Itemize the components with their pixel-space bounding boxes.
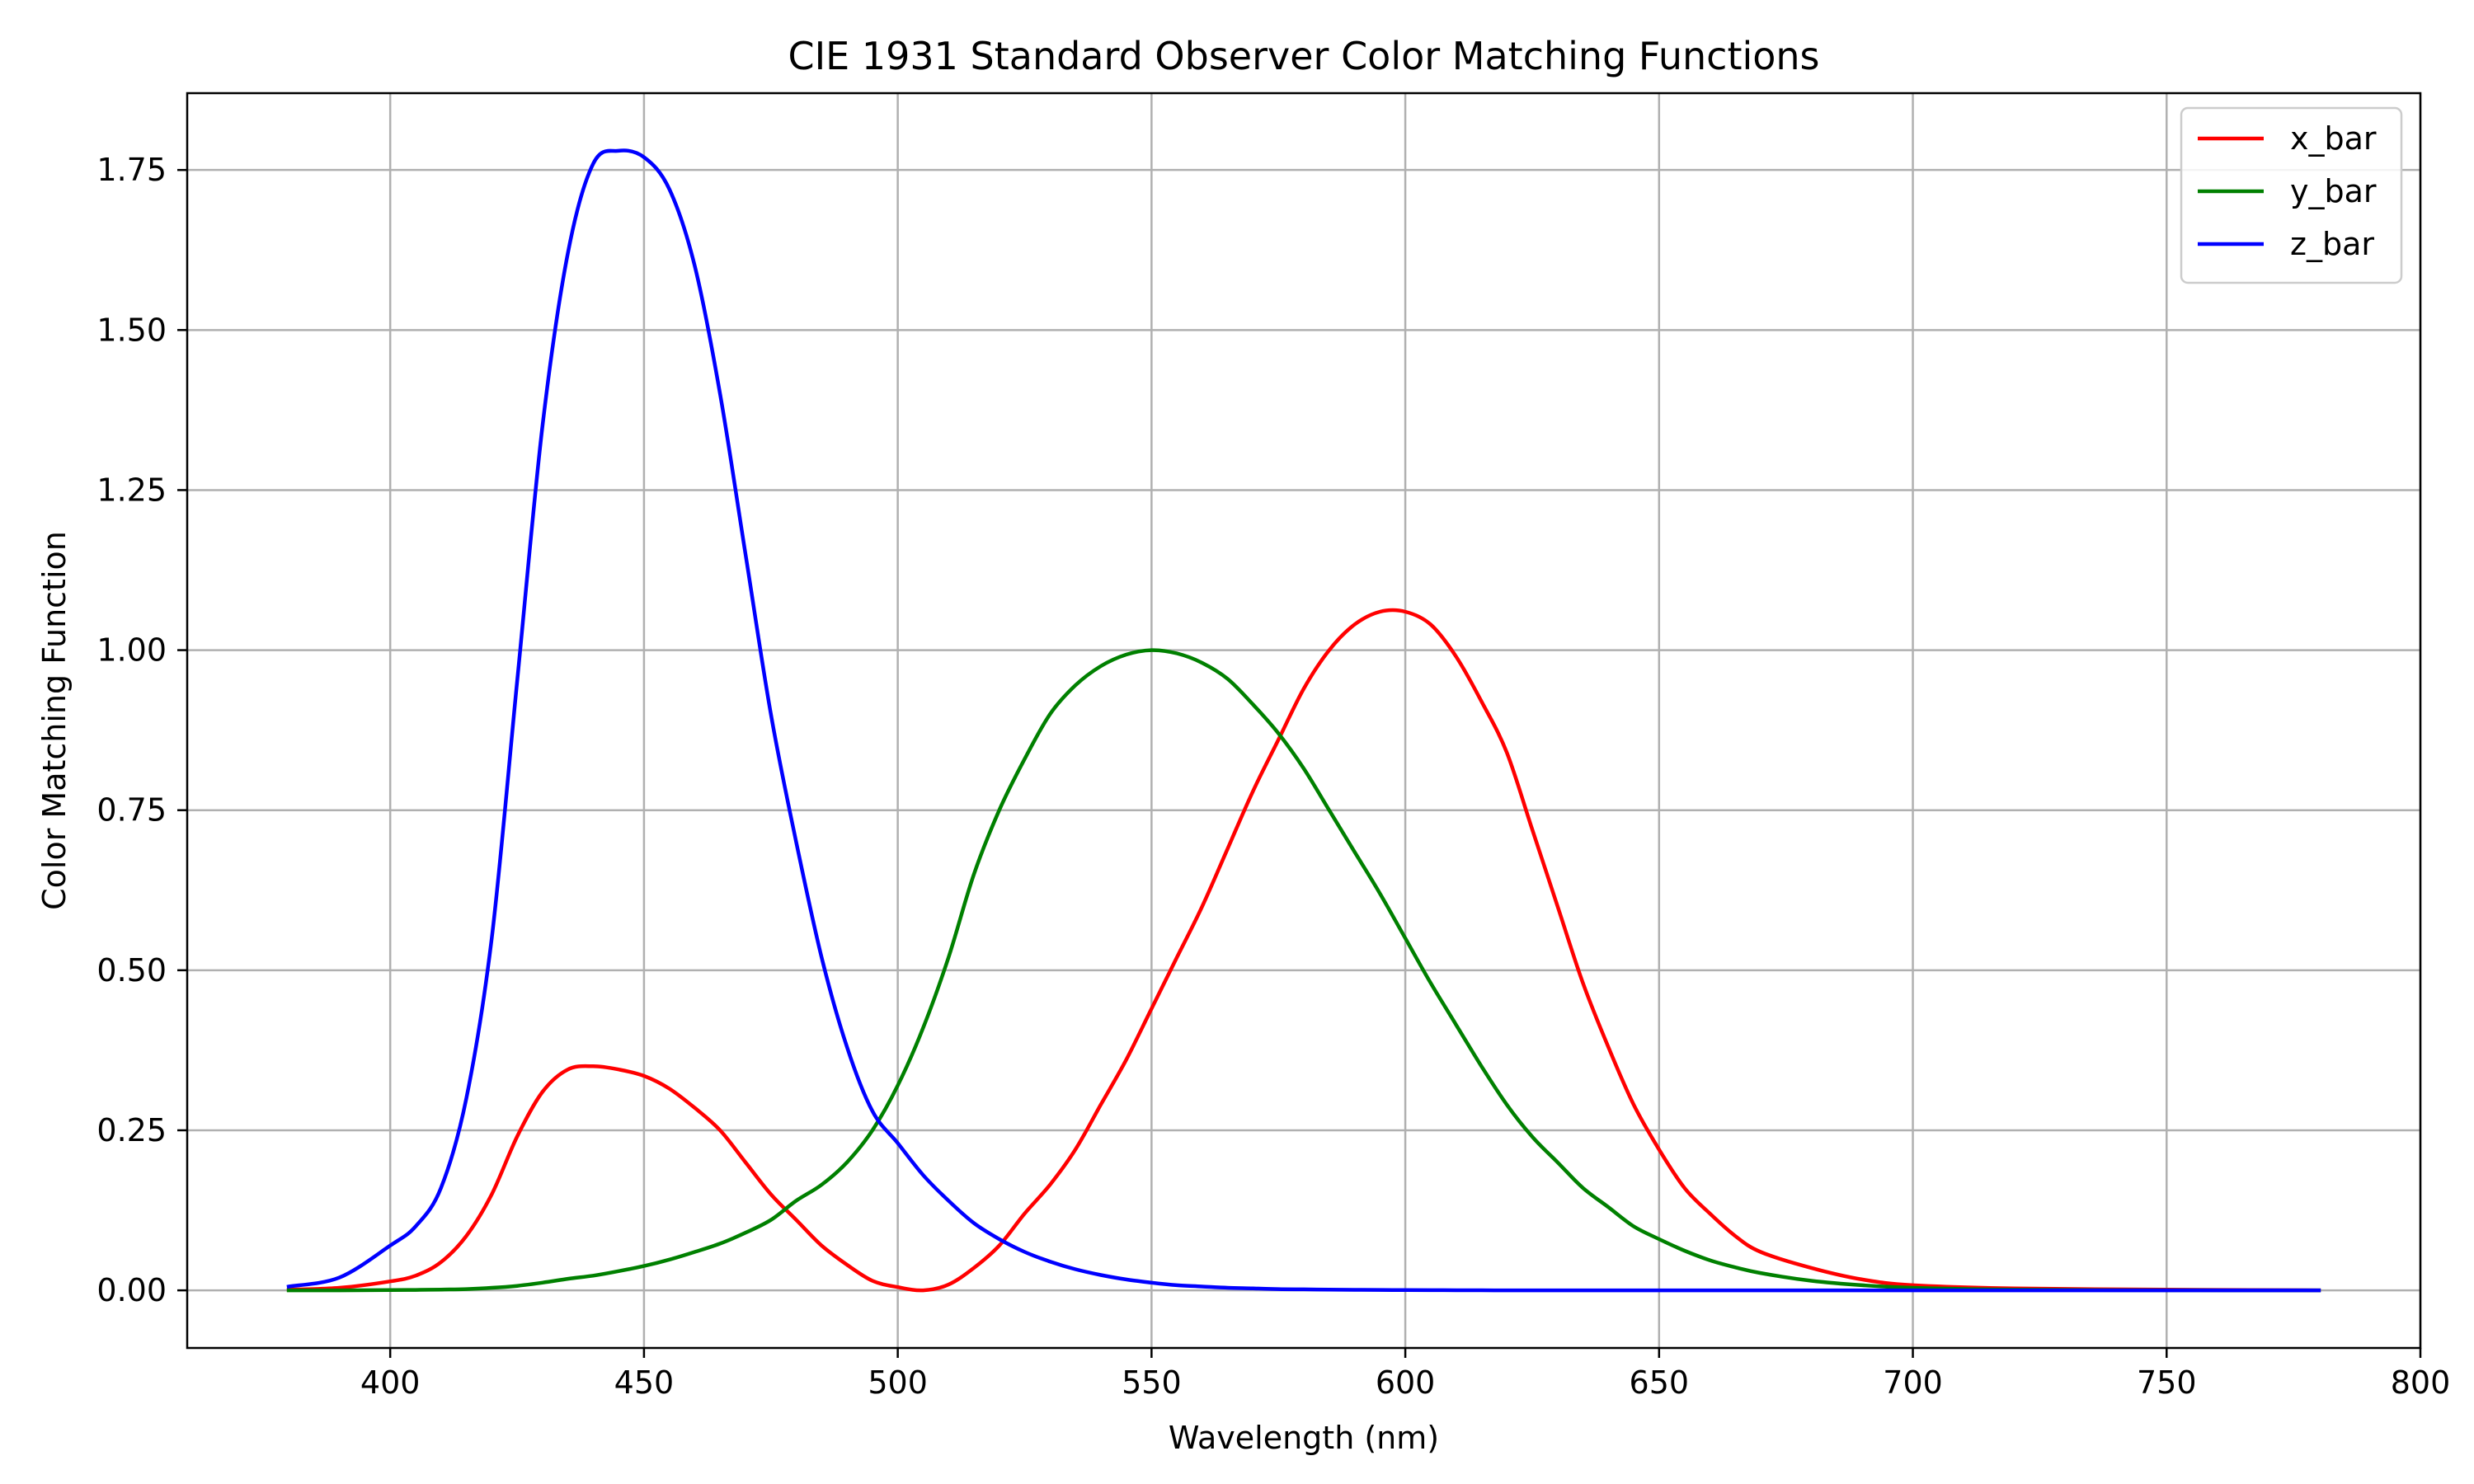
- x-tick-label: 500: [868, 1364, 928, 1401]
- x-tick-label: 550: [1122, 1364, 1182, 1401]
- x-tick-label: 750: [2137, 1364, 2197, 1401]
- y-tick-label: 0.00: [96, 1272, 167, 1308]
- plot-frame: [186, 92, 2422, 1350]
- grid-lines: [187, 93, 2422, 1348]
- y-tick-label: 0.25: [96, 1112, 167, 1148]
- x-tick-label: 800: [2391, 1364, 2451, 1401]
- series-line-x-bar: [286, 608, 2321, 1293]
- x-tick-label: 400: [360, 1364, 421, 1401]
- x-axis-label: Wavelength (nm): [1169, 1420, 1439, 1456]
- series-layer: [286, 148, 2321, 1293]
- y-tick-label: 0.75: [96, 792, 167, 829]
- x-tick-label: 600: [1376, 1364, 1436, 1401]
- legend-label: y_bar: [2290, 173, 2377, 209]
- legend-label: x_bar: [2290, 120, 2377, 157]
- series-line-y-bar: [286, 648, 2321, 1293]
- y-axis-label: Color Matching Function: [36, 531, 73, 910]
- y-tick-label: 1.00: [96, 632, 167, 669]
- legend: x_bar y_bar z_bar: [2180, 106, 2403, 284]
- y-tick-label: 1.25: [96, 472, 167, 508]
- y-tick-label: 1.75: [96, 152, 167, 188]
- x-tick-label: 650: [1630, 1364, 1690, 1401]
- x-tick-label: 700: [1883, 1364, 1943, 1401]
- chart-title: CIE 1931 Standard Observer Color Matchin…: [788, 34, 1819, 78]
- legend-label: z_bar: [2290, 226, 2374, 262]
- series-line-z-bar: [286, 148, 2321, 1293]
- legend-box: [2180, 106, 2403, 284]
- y-tick-label: 0.50: [96, 952, 167, 989]
- x-tick-label: 450: [614, 1364, 675, 1401]
- axis-ticks: 400 450 500 550 600 650 700 750 800 0.00 0.25 0.50 0…: [96, 152, 2450, 1401]
- y-tick-label: 1.50: [96, 312, 167, 348]
